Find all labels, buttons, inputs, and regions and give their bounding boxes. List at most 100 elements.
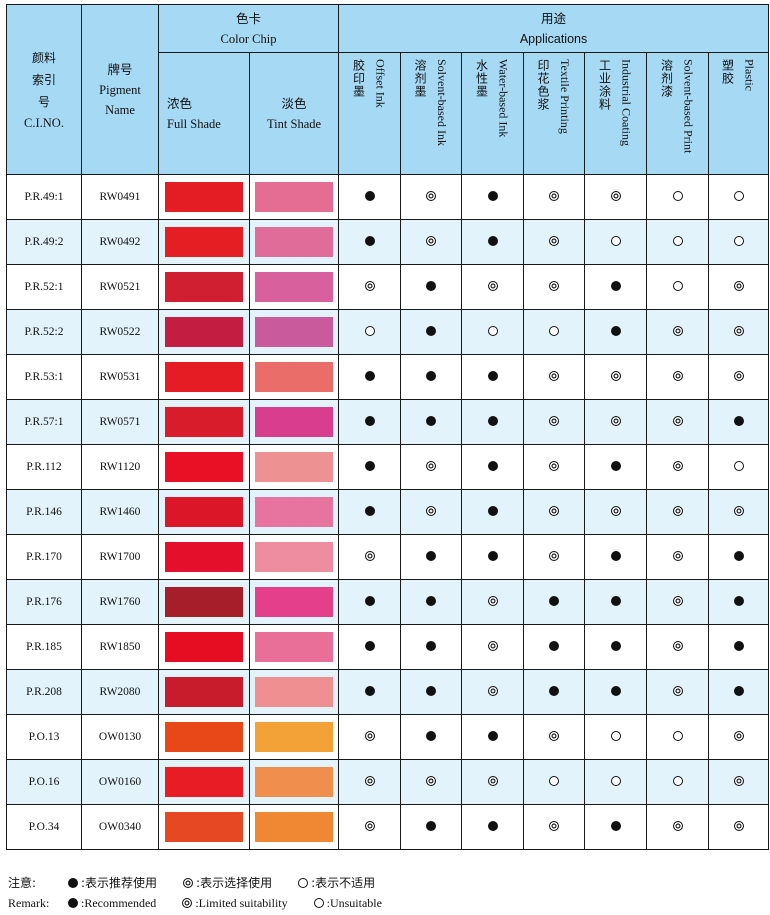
full-shade-swatch bbox=[165, 722, 243, 752]
table-row: P.R.53:1 RW0531 bbox=[6, 354, 770, 400]
tint-shade-cell bbox=[248, 399, 340, 445]
application-cell bbox=[584, 444, 648, 490]
application-cell bbox=[708, 354, 770, 400]
app-header-en: Industrial Coating bbox=[619, 59, 634, 146]
full-shade-swatch bbox=[165, 812, 243, 842]
application-cell bbox=[461, 264, 525, 310]
recommended-icon bbox=[426, 415, 437, 426]
application-cell bbox=[338, 174, 402, 220]
full-shade-swatch bbox=[165, 452, 243, 482]
app-header-en: Textile Printing bbox=[558, 59, 573, 134]
cino-cell: P.R.112 bbox=[6, 444, 82, 490]
application-cell bbox=[461, 219, 525, 265]
recommended-icon bbox=[733, 685, 744, 696]
application-cell bbox=[584, 174, 648, 220]
legend-item-unsuitable: :Unsuitable bbox=[313, 893, 382, 913]
application-cell bbox=[708, 534, 770, 580]
limited-icon bbox=[364, 280, 375, 291]
recommended-icon bbox=[426, 280, 437, 291]
limited-icon bbox=[672, 505, 683, 516]
cino-cell: P.O.34 bbox=[6, 804, 82, 850]
full-shade-cell bbox=[158, 399, 250, 445]
recommended-icon bbox=[549, 595, 560, 606]
cino-cell: P.O.16 bbox=[6, 759, 82, 805]
table-row: P.R.49:1 RW0491 bbox=[6, 174, 770, 220]
application-cell bbox=[338, 219, 402, 265]
table-row: P.O.34 OW0340 bbox=[6, 804, 770, 850]
unsuitable-icon bbox=[549, 775, 560, 786]
application-cell bbox=[523, 579, 586, 625]
legend-text: :表示推荐使用 bbox=[81, 876, 158, 890]
recommended-icon bbox=[549, 685, 560, 696]
limited-icon bbox=[610, 190, 621, 201]
full-shade-cell bbox=[158, 624, 250, 670]
pigment-name-cell: RW1700 bbox=[81, 534, 159, 580]
table-row: P.R.52:2 RW0522 bbox=[6, 309, 770, 355]
application-cell bbox=[338, 669, 402, 715]
legend-row-zh: 注意: :表示推荐使用 :表示选择使用 :表示不适用 bbox=[8, 873, 408, 893]
legend-item-limited: :表示选择使用 bbox=[183, 873, 272, 893]
limited-icon bbox=[549, 370, 560, 381]
limited-icon bbox=[182, 898, 193, 908]
pigment-name-cell: RW1760 bbox=[81, 579, 159, 625]
pigment-name-cell: RW0491 bbox=[81, 174, 159, 220]
cino-cell: P.R.53:1 bbox=[6, 354, 82, 400]
recommended-icon bbox=[733, 595, 744, 606]
application-cell bbox=[523, 264, 586, 310]
tint-shade-swatch bbox=[255, 587, 333, 617]
table-row: P.R.146 RW1460 bbox=[6, 489, 770, 535]
recommended-icon bbox=[487, 415, 498, 426]
app-header-en: Solvent-based Ink bbox=[435, 59, 450, 146]
recommended-icon bbox=[610, 325, 621, 336]
recommended-icon bbox=[610, 280, 621, 291]
tint-shade-cell bbox=[248, 804, 340, 850]
application-cell bbox=[584, 534, 648, 580]
tint-shade-swatch bbox=[255, 767, 333, 797]
application-cell bbox=[400, 714, 463, 760]
pigment-header: 牌号 Pigment Name bbox=[81, 4, 159, 175]
application-cell bbox=[400, 804, 463, 850]
recommended-icon bbox=[610, 820, 621, 831]
application-cell bbox=[523, 804, 586, 850]
limited-icon bbox=[487, 280, 498, 291]
app-header-en: Offset Ink bbox=[373, 59, 388, 108]
application-cell bbox=[584, 624, 648, 670]
limited-icon bbox=[426, 190, 437, 201]
limited-icon bbox=[364, 775, 375, 786]
limited-icon bbox=[672, 460, 683, 471]
application-cell bbox=[400, 219, 463, 265]
table-row: P.R.170 RW1700 bbox=[6, 534, 770, 580]
unsuitable-icon bbox=[672, 235, 683, 246]
cino-cell: P.R.49:2 bbox=[6, 219, 82, 265]
pigment-name-cell: RW1460 bbox=[81, 489, 159, 535]
app-header-plastic: 塑胶 Plastic bbox=[708, 52, 770, 175]
application-cell bbox=[461, 759, 525, 805]
legend-item-recommended: :表示推荐使用 bbox=[68, 873, 157, 893]
application-cell bbox=[584, 579, 648, 625]
application-cell bbox=[338, 579, 402, 625]
app-header-en: Water-based Ink bbox=[496, 59, 511, 138]
application-cell bbox=[708, 444, 770, 490]
application-cell bbox=[338, 714, 402, 760]
app-header-zh: 水性墨 bbox=[474, 59, 489, 98]
tint-shade-cell bbox=[248, 354, 340, 400]
limited-icon bbox=[487, 595, 498, 606]
limited-icon bbox=[549, 505, 560, 516]
application-cell bbox=[523, 534, 586, 580]
application-cell bbox=[646, 399, 710, 445]
application-cell bbox=[708, 309, 770, 355]
full-shade-swatch bbox=[165, 227, 243, 257]
full-shade-swatch bbox=[165, 182, 243, 212]
full-shade-cell bbox=[158, 759, 250, 805]
application-cell bbox=[400, 174, 463, 220]
application-cell bbox=[708, 669, 770, 715]
full-shade-swatch bbox=[165, 542, 243, 572]
recommended-icon bbox=[426, 640, 437, 651]
full-shade-cell bbox=[158, 174, 250, 220]
full-shade-header: 浓色 Full Shade bbox=[158, 52, 250, 175]
recommended-icon bbox=[426, 325, 437, 336]
application-cell bbox=[646, 264, 710, 310]
application-cell bbox=[400, 354, 463, 400]
recommended-icon bbox=[610, 460, 621, 471]
unsuitable-icon bbox=[610, 235, 621, 246]
